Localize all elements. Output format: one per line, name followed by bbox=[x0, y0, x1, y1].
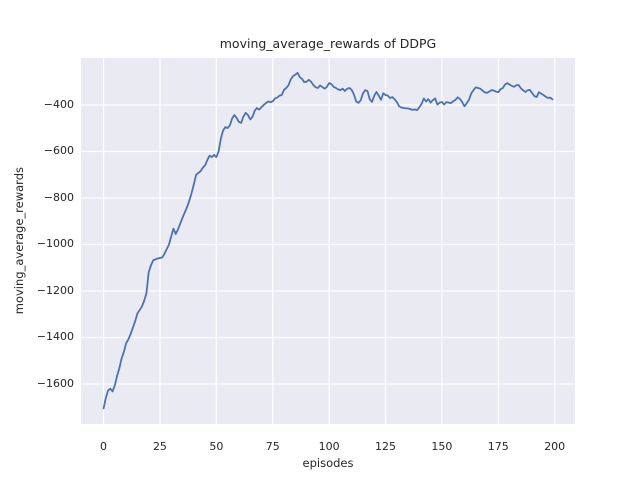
y-tick-label: −1400 bbox=[36, 330, 74, 344]
x-tick-label: 200 bbox=[544, 440, 566, 453]
x-tick-label: 100 bbox=[318, 440, 340, 453]
x-tick-label: 0 bbox=[100, 440, 108, 453]
y-tick-label: −400 bbox=[43, 97, 74, 111]
plot-background bbox=[81, 58, 575, 424]
x-tick-label: 175 bbox=[487, 440, 509, 453]
x-tick-label: 75 bbox=[265, 440, 280, 453]
x-tick-label: 25 bbox=[152, 440, 167, 453]
y-tick-label: −600 bbox=[43, 144, 74, 158]
chart-title: moving_average_rewards of DDPG bbox=[219, 36, 437, 51]
series-line-moving_average_rewards bbox=[102, 71, 554, 410]
x-tick-label: 150 bbox=[431, 440, 453, 453]
y-tick-label: −1000 bbox=[36, 237, 74, 251]
x-tick-label: 50 bbox=[209, 440, 224, 453]
x-tick-label: 125 bbox=[375, 440, 397, 453]
x-axis-label: episodes bbox=[302, 456, 354, 470]
y-tick-label: −800 bbox=[43, 190, 74, 204]
y-tick-label: −1200 bbox=[36, 283, 74, 297]
y-tick-label: −1600 bbox=[36, 377, 74, 390]
